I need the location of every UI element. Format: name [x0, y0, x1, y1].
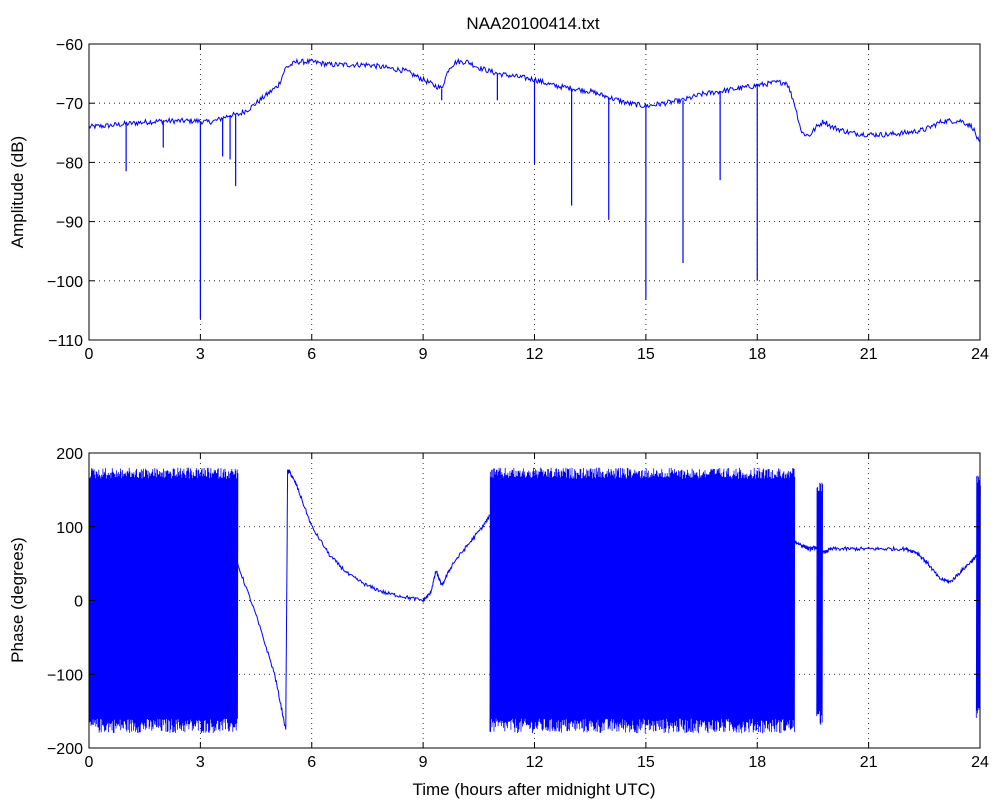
phase-panel: 0 3 6 9 12 15 18 21 24 −200 −100 0 100 200 Phase (deg… [8, 446, 989, 799]
y-tick-label: −90 [56, 215, 83, 232]
y-tick-label: −200 [47, 741, 83, 758]
amplitude-y-axis-title: Amplitude (dB) [8, 136, 27, 248]
phase-wrap-region [489, 467, 796, 734]
x-tick-label: 21 [860, 346, 878, 363]
amplitude-chart-title: NAA20100414.txt [466, 14, 600, 33]
x-tick-label: 12 [526, 754, 544, 771]
phase-wrap-region [88, 467, 239, 734]
phase-plot-frame [88, 452, 981, 749]
x-tick-label: 0 [85, 346, 94, 363]
x-tick-label: 3 [196, 754, 205, 771]
x-tick-label: 6 [307, 754, 316, 771]
y-tick-label: −100 [47, 274, 83, 291]
phase-line [237, 469, 491, 730]
x-tick-label: 15 [637, 346, 655, 363]
y-tick-label: −80 [56, 155, 83, 172]
x-tick-label: 18 [748, 754, 766, 771]
phase-series [88, 467, 981, 734]
y-tick-label: −60 [56, 37, 83, 54]
y-tick-label: 100 [56, 520, 83, 537]
x-tick-label: 6 [307, 346, 316, 363]
y-tick-label: 0 [74, 594, 83, 611]
x-tick-label: 0 [85, 754, 94, 771]
phase-wrap-region [975, 475, 981, 719]
phase-y-axis-title: Phase (degrees) [8, 537, 27, 663]
y-tick-label: −70 [56, 96, 83, 113]
x-tick-label: 24 [971, 346, 989, 363]
y-tick-label: −110 [48, 333, 83, 350]
amplitude-series [88, 57, 981, 320]
phase-x-axis-title: Time (hours after midnight UTC) [412, 780, 655, 799]
x-tick-label: 18 [748, 346, 766, 363]
phase-line [793, 539, 977, 585]
x-tick-label: 9 [419, 754, 428, 771]
y-tick-label: −100 [47, 667, 83, 684]
phase-wrap-region [816, 482, 823, 725]
y-tick-label: 200 [56, 446, 83, 463]
x-tick-label: 15 [637, 754, 655, 771]
x-tick-label: 12 [526, 346, 544, 363]
x-tick-label: 9 [419, 346, 428, 363]
amplitude-plot-frame [88, 43, 981, 341]
x-tick-label: 21 [860, 754, 878, 771]
amplitude-panel: NAA20100414.txt 0 3 6 9 12 15 18 21 24 −110 −100 −9… [8, 14, 989, 363]
x-tick-label: 3 [196, 346, 205, 363]
x-tick-label: 24 [971, 754, 989, 771]
